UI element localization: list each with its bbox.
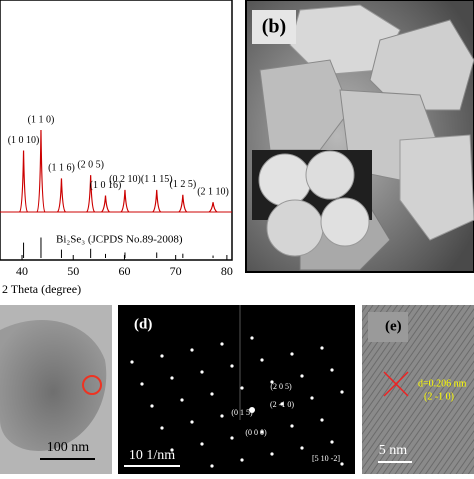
diffraction-spot (280, 402, 284, 406)
peak-label: (1 1 15) (141, 174, 173, 185)
peak (36, 129, 46, 213)
plot-frame (0, 0, 233, 261)
sem-panel: (b) (245, 0, 474, 273)
diffraction-spot (230, 436, 234, 440)
diffraction-spot (340, 390, 344, 394)
d-spacing: d=0.206 nm (418, 378, 467, 389)
x-tick-label: 70 (170, 264, 182, 278)
diffraction-spot (220, 342, 224, 346)
diffraction-spot (330, 440, 334, 444)
diffraction-spot (190, 348, 194, 352)
diffraction-spot (240, 386, 244, 390)
x-tick-label: 80 (221, 264, 233, 278)
diffraction-spot (260, 358, 264, 362)
peak (56, 178, 66, 213)
diffraction-spot (260, 430, 264, 434)
scale-bar-label: 10 1/nm (129, 448, 175, 463)
zone-axis: [5 10 -2] (312, 454, 340, 463)
tem-panel: 100 nm (0, 305, 112, 474)
diffraction-spot (160, 426, 164, 430)
plane-label: (2 -1 0) (424, 391, 454, 402)
peak-label: (1 0 16) (90, 180, 122, 191)
scale-bar-label: 100 nm (47, 440, 90, 455)
x-axis-label: 2 Theta (degree) (2, 282, 81, 296)
diffraction-spot (270, 380, 274, 384)
peak-label: (1 0 10) (8, 135, 40, 146)
hrtem-panel: (e) d=0.206 nm (2 -1 0) 5 nm (362, 305, 474, 474)
diffraction-spot (130, 360, 134, 364)
saed-panel: (d) (0 1 5) (2 0 5) (2 -1 0) (0 0 0) 10 … (118, 305, 355, 474)
peak-label: (2 1 10) (197, 186, 229, 197)
peak (19, 150, 29, 213)
peak-label: (1 1 6) (48, 163, 75, 174)
x-tick-label: 60 (118, 264, 130, 278)
diffraction-spot (310, 396, 314, 400)
diffraction-spot (150, 404, 154, 408)
diffraction-spot (220, 414, 224, 418)
peak (152, 189, 162, 213)
diffraction-spot (180, 398, 184, 402)
peak (208, 202, 218, 213)
diffraction-spot (240, 458, 244, 462)
peak-label: (2 0 5) (77, 159, 104, 170)
diffraction-spot (230, 364, 234, 368)
diffraction-spot (170, 448, 174, 452)
diffraction-spot (200, 442, 204, 446)
peak-label: (1 2 5) (169, 179, 196, 190)
peak (120, 189, 130, 213)
diffraction-spot (250, 336, 254, 340)
diffraction-spot (170, 376, 174, 380)
diffraction-spot (210, 464, 214, 468)
diffraction-spot (290, 352, 294, 356)
panel-label: (d) (134, 316, 152, 332)
diffraction-spot (320, 418, 324, 422)
diffraction-spot (300, 374, 304, 378)
diffraction-spot (160, 354, 164, 358)
panel-label: (b) (262, 16, 286, 38)
diffraction-spot (320, 346, 324, 350)
diffraction-spot (140, 382, 144, 386)
peak (86, 175, 96, 213)
diffraction-spot (330, 368, 334, 372)
diffraction-spot (290, 424, 294, 428)
diffraction-spot (270, 452, 274, 456)
diffraction-spot (190, 420, 194, 424)
scale-bar-label: 5 nm (379, 443, 408, 458)
peak (178, 194, 188, 213)
diffraction-spot (249, 407, 255, 413)
diffraction-spot (340, 462, 344, 466)
x-tick-label: 40 (16, 264, 28, 278)
spot-label: (2 0 5) (270, 382, 292, 391)
reference-label: Bi₂Se₃ (JCPDS No.89-2008) (56, 234, 183, 246)
diffraction-spot (300, 446, 304, 450)
spot-label: (0 1 5) (231, 408, 253, 417)
xrd-panel: 2 Theta (degree) Bi₂Se₃ (JCPDS No.89-200… (0, 0, 233, 296)
peak (101, 195, 110, 213)
diffraction-spot (210, 392, 214, 396)
peak-label: (0 2 10) (109, 174, 141, 185)
spot-label: (0 0 0) (245, 428, 267, 437)
peak-label: (1 1 0) (28, 114, 55, 125)
diffraction-spot (200, 370, 204, 374)
x-tick-label: 50 (67, 264, 79, 278)
panel-label: (e) (385, 318, 402, 334)
